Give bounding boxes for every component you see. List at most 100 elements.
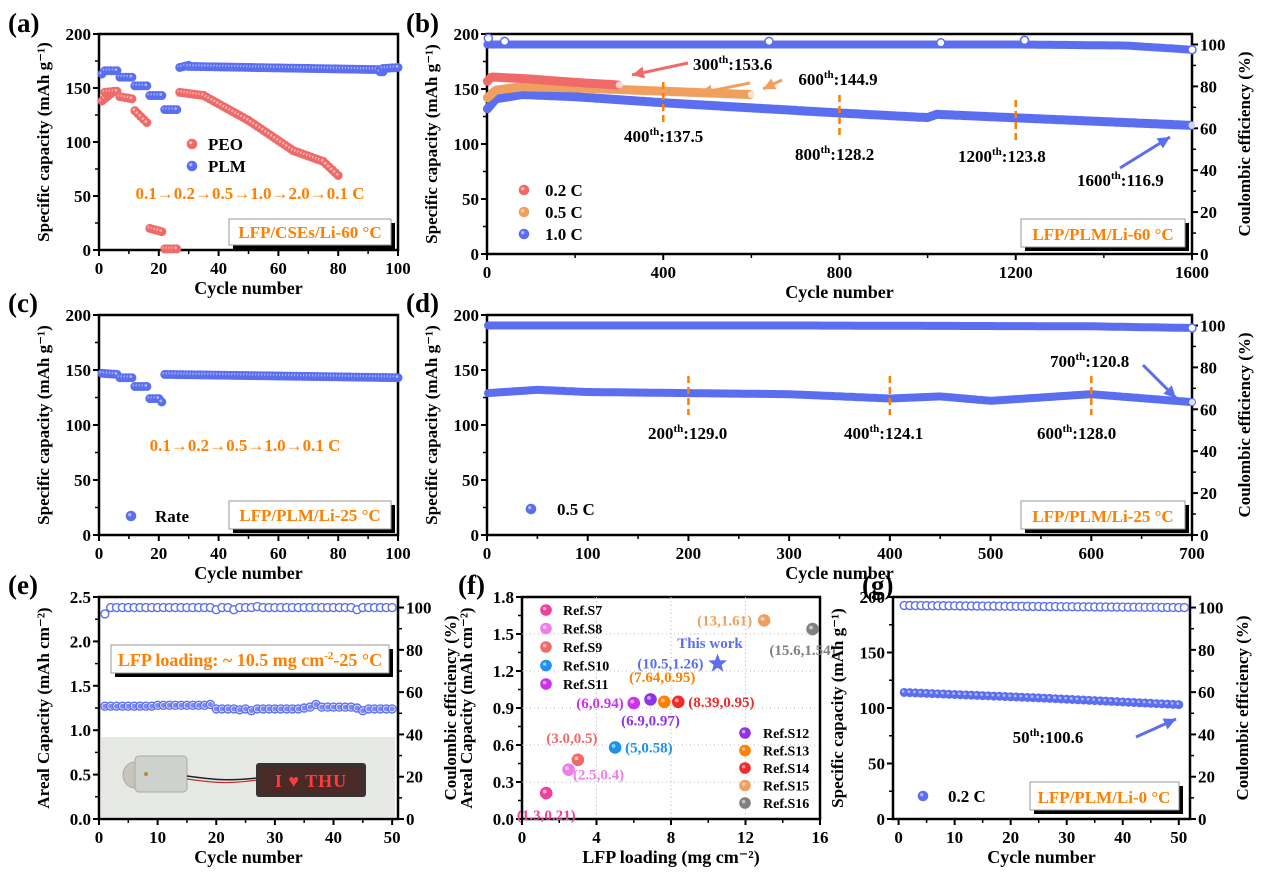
y2-tick-label: 60 xyxy=(1198,683,1215,702)
legend-marker xyxy=(540,659,552,672)
x-tick-label: 800 xyxy=(827,263,853,282)
led-text: I ♥ THU xyxy=(275,771,347,791)
rate-annotation: 0.1→0.2→0.5→1.0→0.1 C xyxy=(150,436,341,455)
legend-marker-plm xyxy=(186,160,198,172)
data-point-peo-highlight xyxy=(114,88,118,92)
legend-marker-highlight xyxy=(521,231,525,235)
y2-tick-label: 100 xyxy=(1198,599,1224,618)
legend-marker xyxy=(518,184,530,196)
annotation-cycle: 1200 xyxy=(958,147,992,166)
ce-end-point xyxy=(1187,44,1197,55)
annotation-cycle: 400 xyxy=(844,424,870,443)
y-tick-label: 1.8 xyxy=(493,588,514,607)
panel-a: (a) 0 20 40 60 80 100 0 50 100 150 200 Cycle number S… xyxy=(8,8,411,298)
annotation-cycle: 300 xyxy=(693,55,719,74)
x-axis-label: Cycle number xyxy=(987,847,1095,867)
data-point-rate-highlight xyxy=(144,384,148,387)
x-tick-label: 30 xyxy=(1058,828,1075,847)
y2-tick-label: 40 xyxy=(1200,442,1217,461)
data-point-peo xyxy=(142,118,152,128)
y-tick-label: 50 xyxy=(74,471,91,490)
y-tick-label: 100 xyxy=(66,416,92,435)
y2-axis-label: Coulombic efficiency (%) xyxy=(441,615,460,800)
ref-point-ref-s8-highlight xyxy=(565,766,569,771)
this-work-star xyxy=(708,653,728,672)
areal-capacity-fill xyxy=(248,708,255,714)
condition-tail: -25 °C xyxy=(333,650,382,670)
areal-capacity-fill xyxy=(119,703,126,709)
ce-point xyxy=(387,602,397,613)
legend-marker xyxy=(917,790,929,802)
legend-marker-rate xyxy=(125,510,137,522)
data-point-peo-highlight xyxy=(132,108,136,111)
arrow-600th-head xyxy=(763,78,777,90)
legend-marker-rate-highlight xyxy=(128,513,132,517)
legend-marker xyxy=(540,678,552,690)
series-end-point xyxy=(747,91,755,99)
legend-label: Ref.S13 xyxy=(763,745,809,760)
legend-label: PEO xyxy=(208,135,243,154)
areal-capacity-fill xyxy=(254,706,260,712)
areal-capacity-fill xyxy=(278,706,284,712)
x-tick-label: 80 xyxy=(330,544,347,563)
y-tick-label: 100 xyxy=(454,416,480,435)
areal-capacity-fill xyxy=(313,701,319,708)
arrow-700th-head xyxy=(1163,385,1176,398)
point-label: (3.0,0.5) xyxy=(546,731,597,747)
legend-marker-highlight xyxy=(741,764,746,769)
areal-capacity-fill xyxy=(354,705,360,711)
capacity-point-highlight xyxy=(1153,701,1157,704)
y2-tick-label: 40 xyxy=(1200,161,1217,180)
y-tick-label: 0.0 xyxy=(70,810,91,829)
data-point-peo-highlight xyxy=(323,161,327,165)
annotation-label: 200th:129.0 xyxy=(648,423,727,443)
legend-label: 1.0 C xyxy=(545,225,583,244)
capacity-point-highlight xyxy=(1120,699,1124,703)
y2-tick-label: 0 xyxy=(1200,526,1209,545)
y-tick-label: 0.3 xyxy=(493,773,514,792)
capacity-line-0-2C xyxy=(482,72,623,90)
holder-screw xyxy=(144,772,148,776)
y2-tick-label: 0 xyxy=(1200,245,1209,264)
ce-outlier-point xyxy=(936,38,946,48)
ref-point-ref-s12-highlight xyxy=(647,695,651,700)
ref-point-ref-s16-highlight xyxy=(809,625,813,630)
rate-annotation: 0.1→0.2→0.5→1.0→2.0→0.1 C xyxy=(135,184,364,203)
annotation-label: 400th:137.5 xyxy=(624,126,703,146)
x-tick-label: 40 xyxy=(1114,828,1131,847)
capacity-point-highlight xyxy=(985,693,989,697)
x-tick-label: 400 xyxy=(877,544,903,563)
y-tick-label: 0 xyxy=(471,526,480,545)
annotation-sup: th xyxy=(870,423,880,435)
capacity-point-highlight xyxy=(1125,699,1129,703)
ref-point-ref-s14-highlight xyxy=(674,698,679,703)
annotation-value: :123.8 xyxy=(1002,147,1046,166)
capacity-point-highlight xyxy=(1008,694,1011,698)
point-label: (5,0.58) xyxy=(625,740,673,756)
areal-capacity-fill xyxy=(360,708,366,714)
y-tick-label: 0 xyxy=(471,245,480,264)
series-end-point xyxy=(1188,121,1196,129)
capacity-point-highlight xyxy=(913,690,916,694)
annotation-cycle: 800 xyxy=(795,145,821,164)
annotation-value: :153.6 xyxy=(728,55,772,74)
y-tick-label: 150 xyxy=(454,80,480,99)
areal-capacity-fill xyxy=(108,703,114,709)
y-tick-label: 200 xyxy=(66,25,92,44)
annotation-cycle: 400 xyxy=(624,127,650,146)
ref-point-ref-s9 xyxy=(571,753,585,767)
y2-tick-label: 60 xyxy=(406,683,423,702)
data-point-rate xyxy=(142,381,152,391)
legend-marker-highlight xyxy=(542,680,547,685)
point-label: (6.9,0.97) xyxy=(621,713,680,729)
data-point-peo xyxy=(127,94,137,104)
capacity-point-highlight xyxy=(952,692,955,695)
x-tick-label: 0 xyxy=(95,259,104,278)
annotation-sup: th xyxy=(719,54,729,66)
legend-label: Ref.S9 xyxy=(563,641,602,656)
legend-marker xyxy=(739,744,751,757)
x-tick-label: 100 xyxy=(575,544,601,563)
